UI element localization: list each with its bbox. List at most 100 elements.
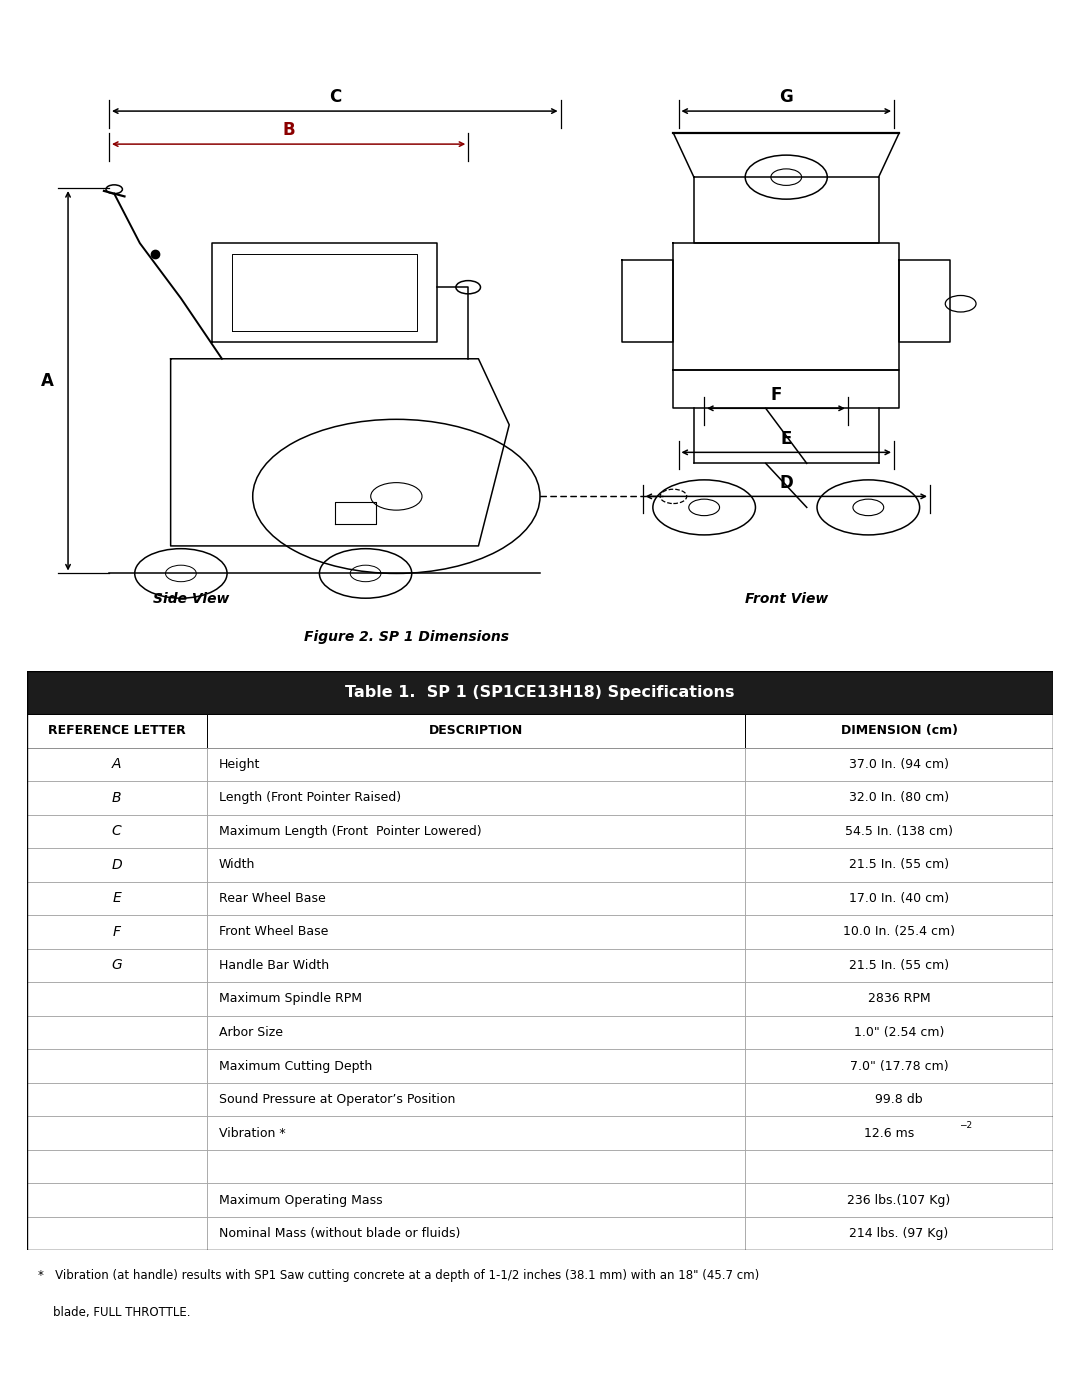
Text: 21.5 In. (55 cm): 21.5 In. (55 cm) bbox=[849, 958, 949, 972]
Text: Sound Pressure at Operator’s Position: Sound Pressure at Operator’s Position bbox=[219, 1092, 456, 1106]
Text: 54.5 In. (138 cm): 54.5 In. (138 cm) bbox=[846, 826, 954, 838]
Bar bbox=[745, 1049, 1053, 1083]
Bar bbox=[206, 982, 745, 1016]
Bar bbox=[206, 1116, 745, 1150]
Text: *   Vibration (at handle) results with SP1 Saw cutting concrete at a depth of 1-: * Vibration (at handle) results with SP1… bbox=[38, 1268, 759, 1281]
Bar bbox=[745, 1150, 1053, 1183]
Bar bbox=[27, 1217, 206, 1250]
Text: REFERENCE LETTER: REFERENCE LETTER bbox=[48, 725, 186, 738]
Text: C: C bbox=[112, 824, 122, 838]
Text: 37.0 In. (94 cm): 37.0 In. (94 cm) bbox=[849, 759, 949, 771]
Text: Maximum Length (Front  Pointer Lowered): Maximum Length (Front Pointer Lowered) bbox=[219, 826, 482, 838]
Text: Maximum Cutting Depth: Maximum Cutting Depth bbox=[219, 1059, 373, 1073]
Text: 1.0" (2.54 cm): 1.0" (2.54 cm) bbox=[854, 1025, 944, 1039]
Text: 10.0 In. (25.4 cm): 10.0 In. (25.4 cm) bbox=[843, 925, 955, 939]
Bar bbox=[27, 1183, 206, 1217]
Bar bbox=[206, 1183, 745, 1217]
Text: Vibration *: Vibration * bbox=[219, 1126, 285, 1140]
Text: G: G bbox=[780, 88, 793, 106]
Text: 2836 RPM: 2836 RPM bbox=[868, 992, 930, 1006]
Text: A: A bbox=[41, 372, 54, 390]
Bar bbox=[27, 1150, 206, 1183]
Bar bbox=[745, 882, 1053, 915]
Text: Nominal Mass (without blade or fluids): Nominal Mass (without blade or fluids) bbox=[219, 1227, 460, 1241]
Bar bbox=[745, 949, 1053, 982]
Bar bbox=[745, 781, 1053, 814]
Text: G: G bbox=[111, 958, 122, 972]
Text: 236 lbs.(107 Kg): 236 lbs.(107 Kg) bbox=[848, 1193, 950, 1207]
Bar bbox=[745, 714, 1053, 747]
Bar bbox=[27, 1049, 206, 1083]
Text: DIMENSION (cm): DIMENSION (cm) bbox=[840, 725, 958, 738]
Text: 214 lbs. (97 Kg): 214 lbs. (97 Kg) bbox=[850, 1227, 948, 1241]
Bar bbox=[27, 949, 206, 982]
Bar bbox=[745, 814, 1053, 848]
Bar bbox=[206, 1217, 745, 1250]
Bar bbox=[745, 915, 1053, 949]
Text: B: B bbox=[282, 122, 295, 140]
Bar bbox=[745, 747, 1053, 781]
Text: F: F bbox=[770, 386, 782, 404]
Text: 17.0 In. (40 cm): 17.0 In. (40 cm) bbox=[849, 891, 949, 905]
Text: 99.8 db: 99.8 db bbox=[875, 1092, 923, 1106]
Bar bbox=[206, 1083, 745, 1116]
Text: D: D bbox=[111, 858, 122, 872]
Text: B: B bbox=[112, 791, 122, 805]
Text: Front Wheel Base: Front Wheel Base bbox=[219, 925, 328, 939]
Bar bbox=[206, 714, 745, 747]
Text: D: D bbox=[780, 474, 793, 492]
Text: DESCRIPTION: DESCRIPTION bbox=[429, 725, 523, 738]
Bar bbox=[206, 915, 745, 949]
Text: Rear Wheel Base: Rear Wheel Base bbox=[219, 891, 325, 905]
Bar bbox=[27, 671, 1053, 714]
Bar bbox=[27, 1083, 206, 1116]
Text: Length (Front Pointer Raised): Length (Front Pointer Raised) bbox=[219, 792, 401, 805]
Bar bbox=[27, 814, 206, 848]
Bar bbox=[206, 747, 745, 781]
Bar bbox=[27, 747, 206, 781]
Text: Arbor Size: Arbor Size bbox=[219, 1025, 283, 1039]
Bar bbox=[745, 1217, 1053, 1250]
Text: E: E bbox=[781, 430, 792, 447]
Text: −2: −2 bbox=[959, 1122, 972, 1130]
Bar bbox=[206, 781, 745, 814]
Bar bbox=[206, 814, 745, 848]
Bar bbox=[206, 848, 745, 882]
Bar bbox=[27, 915, 206, 949]
Text: C: C bbox=[328, 88, 341, 106]
Text: Side View: Side View bbox=[153, 592, 229, 606]
Bar bbox=[745, 1016, 1053, 1049]
Bar bbox=[206, 949, 745, 982]
Bar bbox=[206, 1049, 745, 1083]
Bar bbox=[206, 1150, 745, 1183]
Bar bbox=[27, 781, 206, 814]
Bar bbox=[745, 848, 1053, 882]
Bar bbox=[27, 1016, 206, 1049]
Bar bbox=[27, 882, 206, 915]
Text: blade, FULL THROTTLE.: blade, FULL THROTTLE. bbox=[38, 1306, 190, 1319]
Text: 7.0" (17.78 cm): 7.0" (17.78 cm) bbox=[850, 1059, 948, 1073]
Text: A: A bbox=[112, 757, 122, 771]
Text: Front View: Front View bbox=[744, 592, 828, 606]
Bar bbox=[27, 848, 206, 882]
Text: Figure 2. SP 1 Dimensions: Figure 2. SP 1 Dimensions bbox=[305, 630, 509, 644]
Bar bbox=[206, 882, 745, 915]
Text: E: E bbox=[112, 891, 121, 905]
Text: Width: Width bbox=[219, 858, 255, 872]
Bar bbox=[27, 982, 206, 1016]
Text: MQ STREET PRO 1 CE SAW  — SPECIFICATIONS (SAW): MQ STREET PRO 1 CE SAW — SPECIFICATIONS … bbox=[229, 18, 851, 38]
Bar bbox=[206, 1016, 745, 1049]
Bar bbox=[745, 1083, 1053, 1116]
Text: Height: Height bbox=[219, 759, 260, 771]
Text: Table 1.  SP 1 (SP1CE13H18) Specifications: Table 1. SP 1 (SP1CE13H18) Specification… bbox=[346, 685, 734, 700]
Bar bbox=[745, 982, 1053, 1016]
Text: 12.6 ms: 12.6 ms bbox=[864, 1126, 914, 1140]
Text: 32.0 In. (80 cm): 32.0 In. (80 cm) bbox=[849, 792, 949, 805]
Text: F: F bbox=[112, 925, 121, 939]
Text: 21.5 In. (55 cm): 21.5 In. (55 cm) bbox=[849, 858, 949, 872]
Text: PAGE 12 — SP 1 SAW CE— OPERATION AND PARTS MANUAL — REV. #3 (06/09/08): PAGE 12 — SP 1 SAW CE— OPERATION AND PAR… bbox=[257, 1361, 823, 1373]
Text: Handle Bar Width: Handle Bar Width bbox=[219, 958, 329, 972]
Bar bbox=[745, 1183, 1053, 1217]
Bar bbox=[745, 1116, 1053, 1150]
Bar bbox=[27, 671, 1053, 714]
